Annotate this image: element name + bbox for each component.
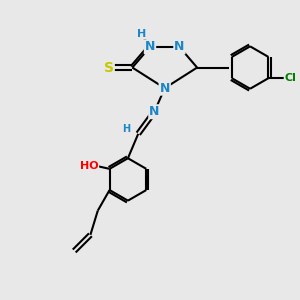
Text: HO: HO (80, 161, 98, 171)
Text: N: N (160, 82, 170, 95)
Text: N: N (149, 105, 160, 118)
Text: H: H (122, 124, 130, 134)
Text: Cl: Cl (285, 73, 296, 83)
Text: N: N (145, 40, 155, 53)
Text: H: H (136, 29, 146, 39)
Text: S: S (104, 61, 114, 75)
Text: N: N (174, 40, 184, 53)
